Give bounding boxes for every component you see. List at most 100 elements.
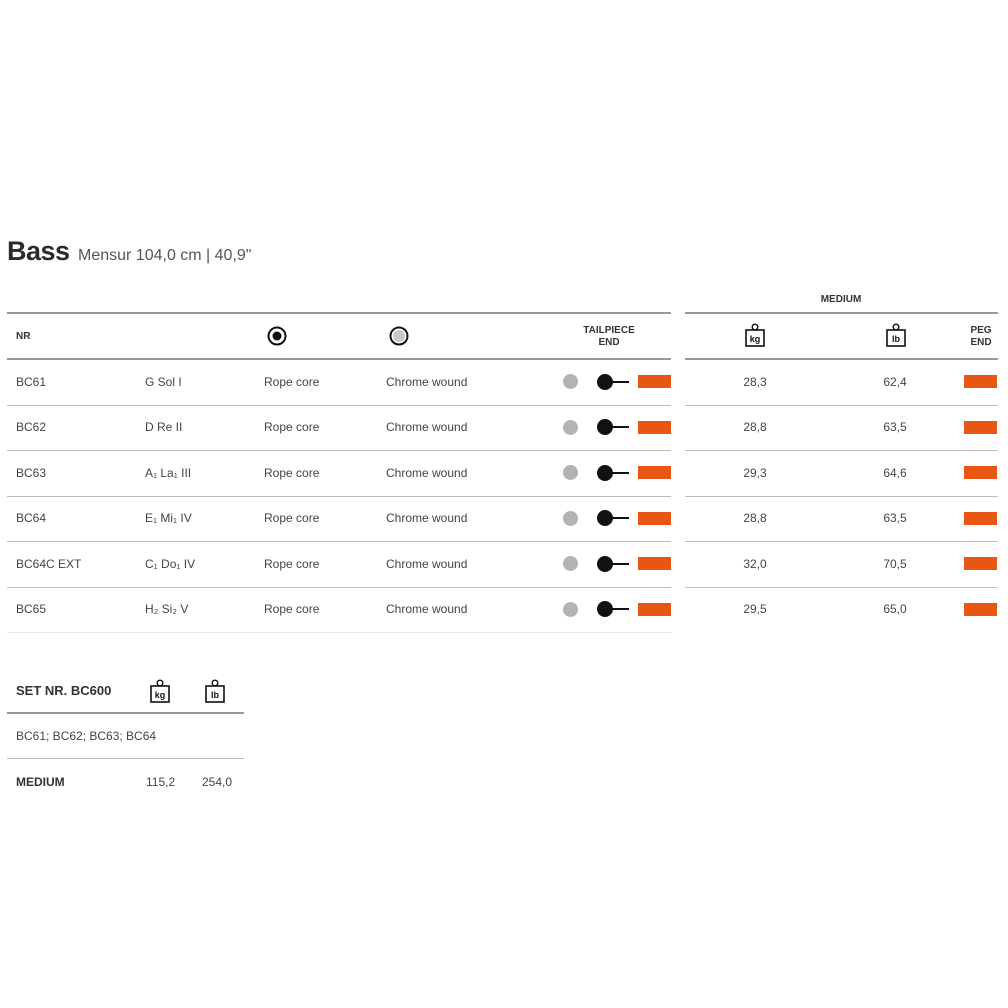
page-heading: Bass Mensur 104,0 cm | 40,9": [7, 236, 251, 267]
grey-dot-icon: [563, 374, 578, 390]
grey-dot-icon: [563, 510, 578, 526]
col-header-tailpiece: TAILPIECE END: [570, 325, 648, 349]
ball-end-ball: [597, 555, 613, 572]
peg-end-marker: [964, 602, 997, 616]
grey-dot-icon: [563, 601, 578, 617]
row-divider-right: [685, 450, 998, 451]
row-winding: Chrome wound: [386, 465, 468, 480]
tailpiece-label-line1: TAILPIECE: [583, 325, 635, 336]
row-note: C₁ Do₁ IV: [145, 556, 196, 571]
row-lb: 63,5: [883, 420, 907, 435]
ball-end-ball: [597, 464, 613, 481]
filled-circle-icon: [267, 326, 287, 346]
row-nr: BC61: [16, 374, 47, 389]
tailpiece-end-marker: [638, 375, 671, 389]
peg-label-line1: PEG: [970, 325, 992, 336]
svg-text:kg: kg: [750, 334, 761, 344]
page-title: Bass: [7, 236, 70, 266]
svg-text:kg: kg: [155, 690, 166, 700]
set-tension-label: MEDIUM: [16, 775, 65, 789]
ball-end-ball: [597, 373, 613, 390]
row-note: D Re II: [145, 420, 183, 435]
ball-end-icon: [597, 510, 631, 527]
set-header-rule: [7, 712, 244, 714]
ball-end-line: [611, 380, 629, 383]
row-kg: 29,3: [743, 465, 767, 480]
row-kg: 29,5: [743, 602, 767, 617]
tailpiece-end-marker: [638, 602, 671, 616]
row-divider-right: [685, 541, 998, 542]
row-note: A₁ La₁ III: [145, 465, 192, 480]
header-rule-right: [685, 358, 998, 360]
col-header-nr: NR: [16, 331, 31, 342]
row-core: Rope core: [264, 511, 320, 526]
row-divider-right: [685, 495, 998, 497]
kg-weight-icon: kg: [745, 323, 765, 347]
row-nr: BC63: [16, 465, 47, 480]
col-header-peg: PEG END: [960, 325, 1002, 349]
peg-end-marker: [964, 420, 997, 434]
set-contents: BC61; BC62; BC63; BC64: [16, 729, 157, 743]
row-winding: Chrome wound: [386, 374, 468, 389]
svg-text:lb: lb: [892, 334, 901, 344]
row-divider-left: [7, 586, 671, 588]
row-note: G Sol I: [145, 374, 182, 389]
set-lb-value: 254,0: [202, 775, 233, 789]
header-rule-left: [7, 358, 671, 360]
peg-end-marker: [964, 375, 997, 389]
row-kg: 28,8: [743, 511, 767, 526]
grey-dot-icon: [563, 556, 578, 572]
row-kg: 28,8: [743, 420, 767, 435]
row-winding: Chrome wound: [386, 556, 468, 571]
ball-end-icon: [597, 555, 631, 572]
row-note: H₂ Si₂ V: [145, 602, 189, 617]
row-note: E₁ Mi₁ IV: [145, 511, 192, 526]
table-bottom-rule-left: [7, 632, 671, 633]
grey-dot-icon: [563, 465, 578, 481]
row-winding: Chrome wound: [386, 602, 468, 617]
ball-end-icon: [597, 601, 631, 618]
ball-end-ball: [597, 601, 613, 618]
row-nr: BC64: [16, 511, 47, 526]
tension-group-label: MEDIUM: [820, 294, 862, 305]
row-divider-right: [685, 586, 998, 588]
ball-end-icon: [597, 419, 631, 436]
table-top-rule-right: [685, 312, 998, 314]
row-core: Rope core: [264, 556, 320, 571]
peg-end-marker: [964, 557, 997, 571]
ball-end-icon: [597, 464, 631, 481]
set-lb-weight-icon: lb: [205, 679, 225, 703]
table-top-rule-left: [7, 312, 671, 314]
ball-end-line: [611, 471, 629, 474]
set-kg-value: 115,2: [146, 775, 176, 789]
row-core: Rope core: [264, 374, 320, 389]
tailpiece-label-line2: END: [598, 337, 620, 348]
tailpiece-end-marker: [638, 557, 671, 571]
ball-end-ball: [597, 510, 613, 527]
set-kg-weight-icon: kg: [150, 679, 170, 703]
ball-end-line: [611, 426, 629, 429]
page-subtitle: Mensur 104,0 cm | 40,9": [78, 247, 252, 264]
peg-end-marker: [964, 466, 997, 480]
row-lb: 62,4: [883, 374, 907, 389]
ball-end-ball: [597, 419, 613, 436]
tailpiece-end-marker: [638, 466, 671, 480]
row-nr: BC64C EXT: [16, 556, 82, 571]
ball-end-line: [611, 562, 629, 565]
ball-end-line: [611, 608, 629, 611]
row-kg: 28,3: [743, 374, 767, 389]
peg-label-line2: END: [970, 337, 992, 348]
lb-weight-icon: lb: [886, 323, 906, 347]
row-divider-left: [7, 450, 671, 451]
row-lb: 63,5: [883, 511, 907, 526]
row-core: Rope core: [264, 420, 320, 435]
row-divider-right: [685, 404, 998, 406]
set-title: SET NR. BC600: [16, 683, 112, 698]
ball-end-line: [611, 517, 629, 520]
row-divider-left: [7, 495, 671, 497]
row-core: Rope core: [264, 602, 320, 617]
tailpiece-end-marker: [638, 420, 671, 434]
row-lb: 70,5: [883, 556, 907, 571]
row-kg: 32,0: [743, 556, 767, 571]
ball-end-icon: [597, 373, 631, 390]
